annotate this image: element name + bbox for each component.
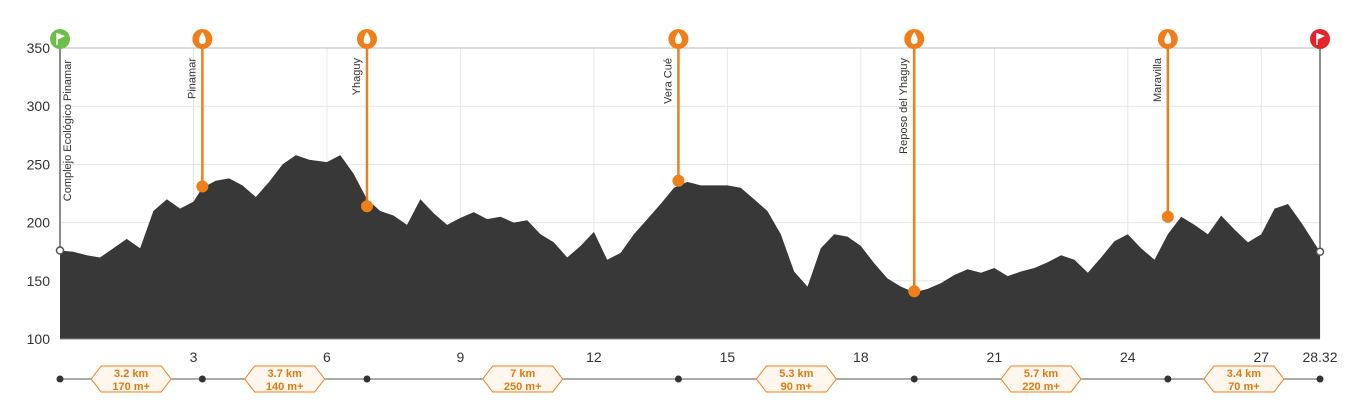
x-tick-label: 9 bbox=[457, 349, 465, 365]
start-flag-icon bbox=[50, 29, 70, 49]
x-tick-label: 12 bbox=[586, 349, 602, 365]
segment-box bbox=[755, 365, 837, 393]
x-tick-label: 18 bbox=[853, 349, 869, 365]
segment-gain-label: 220 m+ bbox=[1022, 381, 1060, 393]
aid-station-point bbox=[908, 285, 921, 298]
y-tick-label: 300 bbox=[27, 98, 51, 114]
segment-distance-label: 5.7 km bbox=[1024, 368, 1058, 380]
segment-box bbox=[482, 365, 564, 393]
points-of-interest: Complejo Ecológico Pinamar Pinamar Yhaguy V… bbox=[50, 29, 1330, 298]
aid-station-point bbox=[672, 174, 685, 187]
segment-distance-label: 5.3 km bbox=[779, 368, 813, 380]
x-tick-label: 28.32 bbox=[1302, 349, 1337, 365]
y-tick-label: 200 bbox=[27, 215, 51, 231]
segment-boundary-dot bbox=[910, 375, 918, 383]
aid-station-label: Vera Cué bbox=[662, 58, 674, 104]
segment-distance-label: 3.2 km bbox=[114, 368, 148, 380]
segment-boundary-dot bbox=[363, 375, 371, 383]
y-tick-label: 350 bbox=[27, 40, 51, 56]
finish-flag-shape bbox=[1317, 33, 1325, 40]
aid-station-point bbox=[196, 180, 209, 193]
segment-box bbox=[90, 365, 172, 393]
segment-gain-label: 250 m+ bbox=[504, 381, 542, 393]
aid-station-point bbox=[360, 200, 373, 213]
profile-area bbox=[60, 155, 1320, 339]
segment-box bbox=[1203, 365, 1285, 393]
segment-gain-label: 70 m+ bbox=[1228, 381, 1260, 393]
segment-gain-label: 140 m+ bbox=[266, 381, 304, 393]
segment-boundary-dot bbox=[56, 375, 64, 383]
water-drop-glyph bbox=[198, 32, 206, 44]
segment-boundary-dot bbox=[674, 375, 682, 383]
aid-station-label: Pinamar bbox=[186, 58, 198, 99]
segment-boundary-dot bbox=[1164, 375, 1172, 383]
x-tick-label: 15 bbox=[720, 349, 736, 365]
x-tick-label: 24 bbox=[1120, 349, 1136, 365]
aid-station-point bbox=[1161, 210, 1174, 223]
aid-station-label: Reposo del Yhaguy bbox=[898, 58, 910, 154]
y-axis-ticks: 100 150 200 250 300 350 bbox=[27, 40, 51, 347]
water-drop-glyph bbox=[910, 32, 918, 44]
segment-box bbox=[244, 365, 326, 393]
segment-boundary-dot bbox=[198, 375, 206, 383]
start-point bbox=[55, 246, 65, 255]
segment-gain-label: 90 m+ bbox=[781, 381, 813, 393]
segment-distance-label: 7 km bbox=[510, 368, 535, 380]
start-flag-shape bbox=[57, 33, 65, 40]
finish-flag-icon bbox=[1310, 29, 1330, 49]
x-tick-label: 3 bbox=[190, 349, 198, 365]
segment-box bbox=[1000, 365, 1082, 393]
axes bbox=[55, 47, 1325, 340]
elevation-profile-area bbox=[60, 155, 1320, 339]
finish-point bbox=[1315, 247, 1325, 256]
segment-gain-label: 170 m+ bbox=[112, 381, 150, 393]
aid-station-label: Maravilla bbox=[1152, 57, 1164, 102]
x-tick-label: 27 bbox=[1253, 349, 1269, 365]
y-tick-label: 150 bbox=[27, 273, 51, 289]
water-drop-glyph bbox=[675, 32, 682, 44]
water-drop-glyph bbox=[363, 32, 371, 44]
aid-station-label: Yhaguy bbox=[351, 58, 363, 96]
x-axis-ticks: 3 6 9 12 15 18 21 24 27 28.32 bbox=[190, 349, 1338, 365]
x-tick-label: 6 bbox=[323, 349, 331, 365]
segment-boundary-dot bbox=[1316, 375, 1324, 383]
water-drop-glyph bbox=[1164, 32, 1172, 44]
segment-distance-label: 3.4 km bbox=[1227, 368, 1261, 380]
start-label: Complejo Ecológico Pinamar bbox=[62, 60, 74, 202]
segment-distance-label: 3.7 km bbox=[268, 368, 302, 380]
y-tick-label: 250 bbox=[27, 156, 51, 172]
y-tick-label: 100 bbox=[27, 331, 51, 347]
x-tick-label: 21 bbox=[987, 349, 1003, 365]
